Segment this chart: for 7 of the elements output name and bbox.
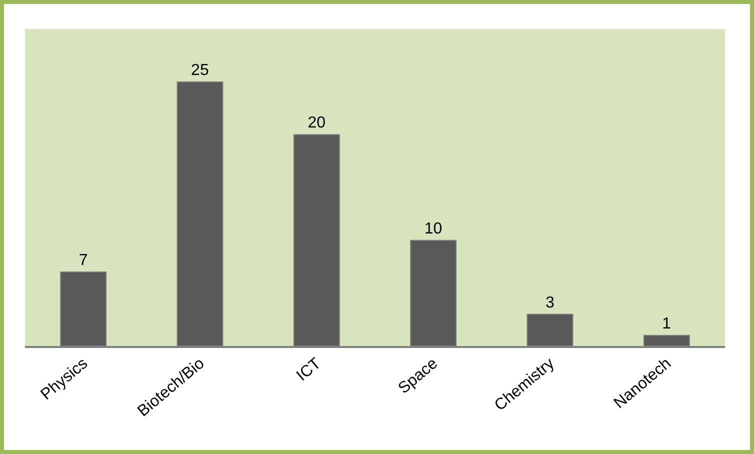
data-label: 7 xyxy=(78,252,88,270)
data-label: 3 xyxy=(546,294,554,312)
x-tick-label: ICT xyxy=(294,354,325,385)
data-label: 10 xyxy=(424,220,442,238)
data-label: 25 xyxy=(191,62,209,79)
data-label: 1 xyxy=(662,315,672,332)
data-label: 20 xyxy=(308,114,326,132)
